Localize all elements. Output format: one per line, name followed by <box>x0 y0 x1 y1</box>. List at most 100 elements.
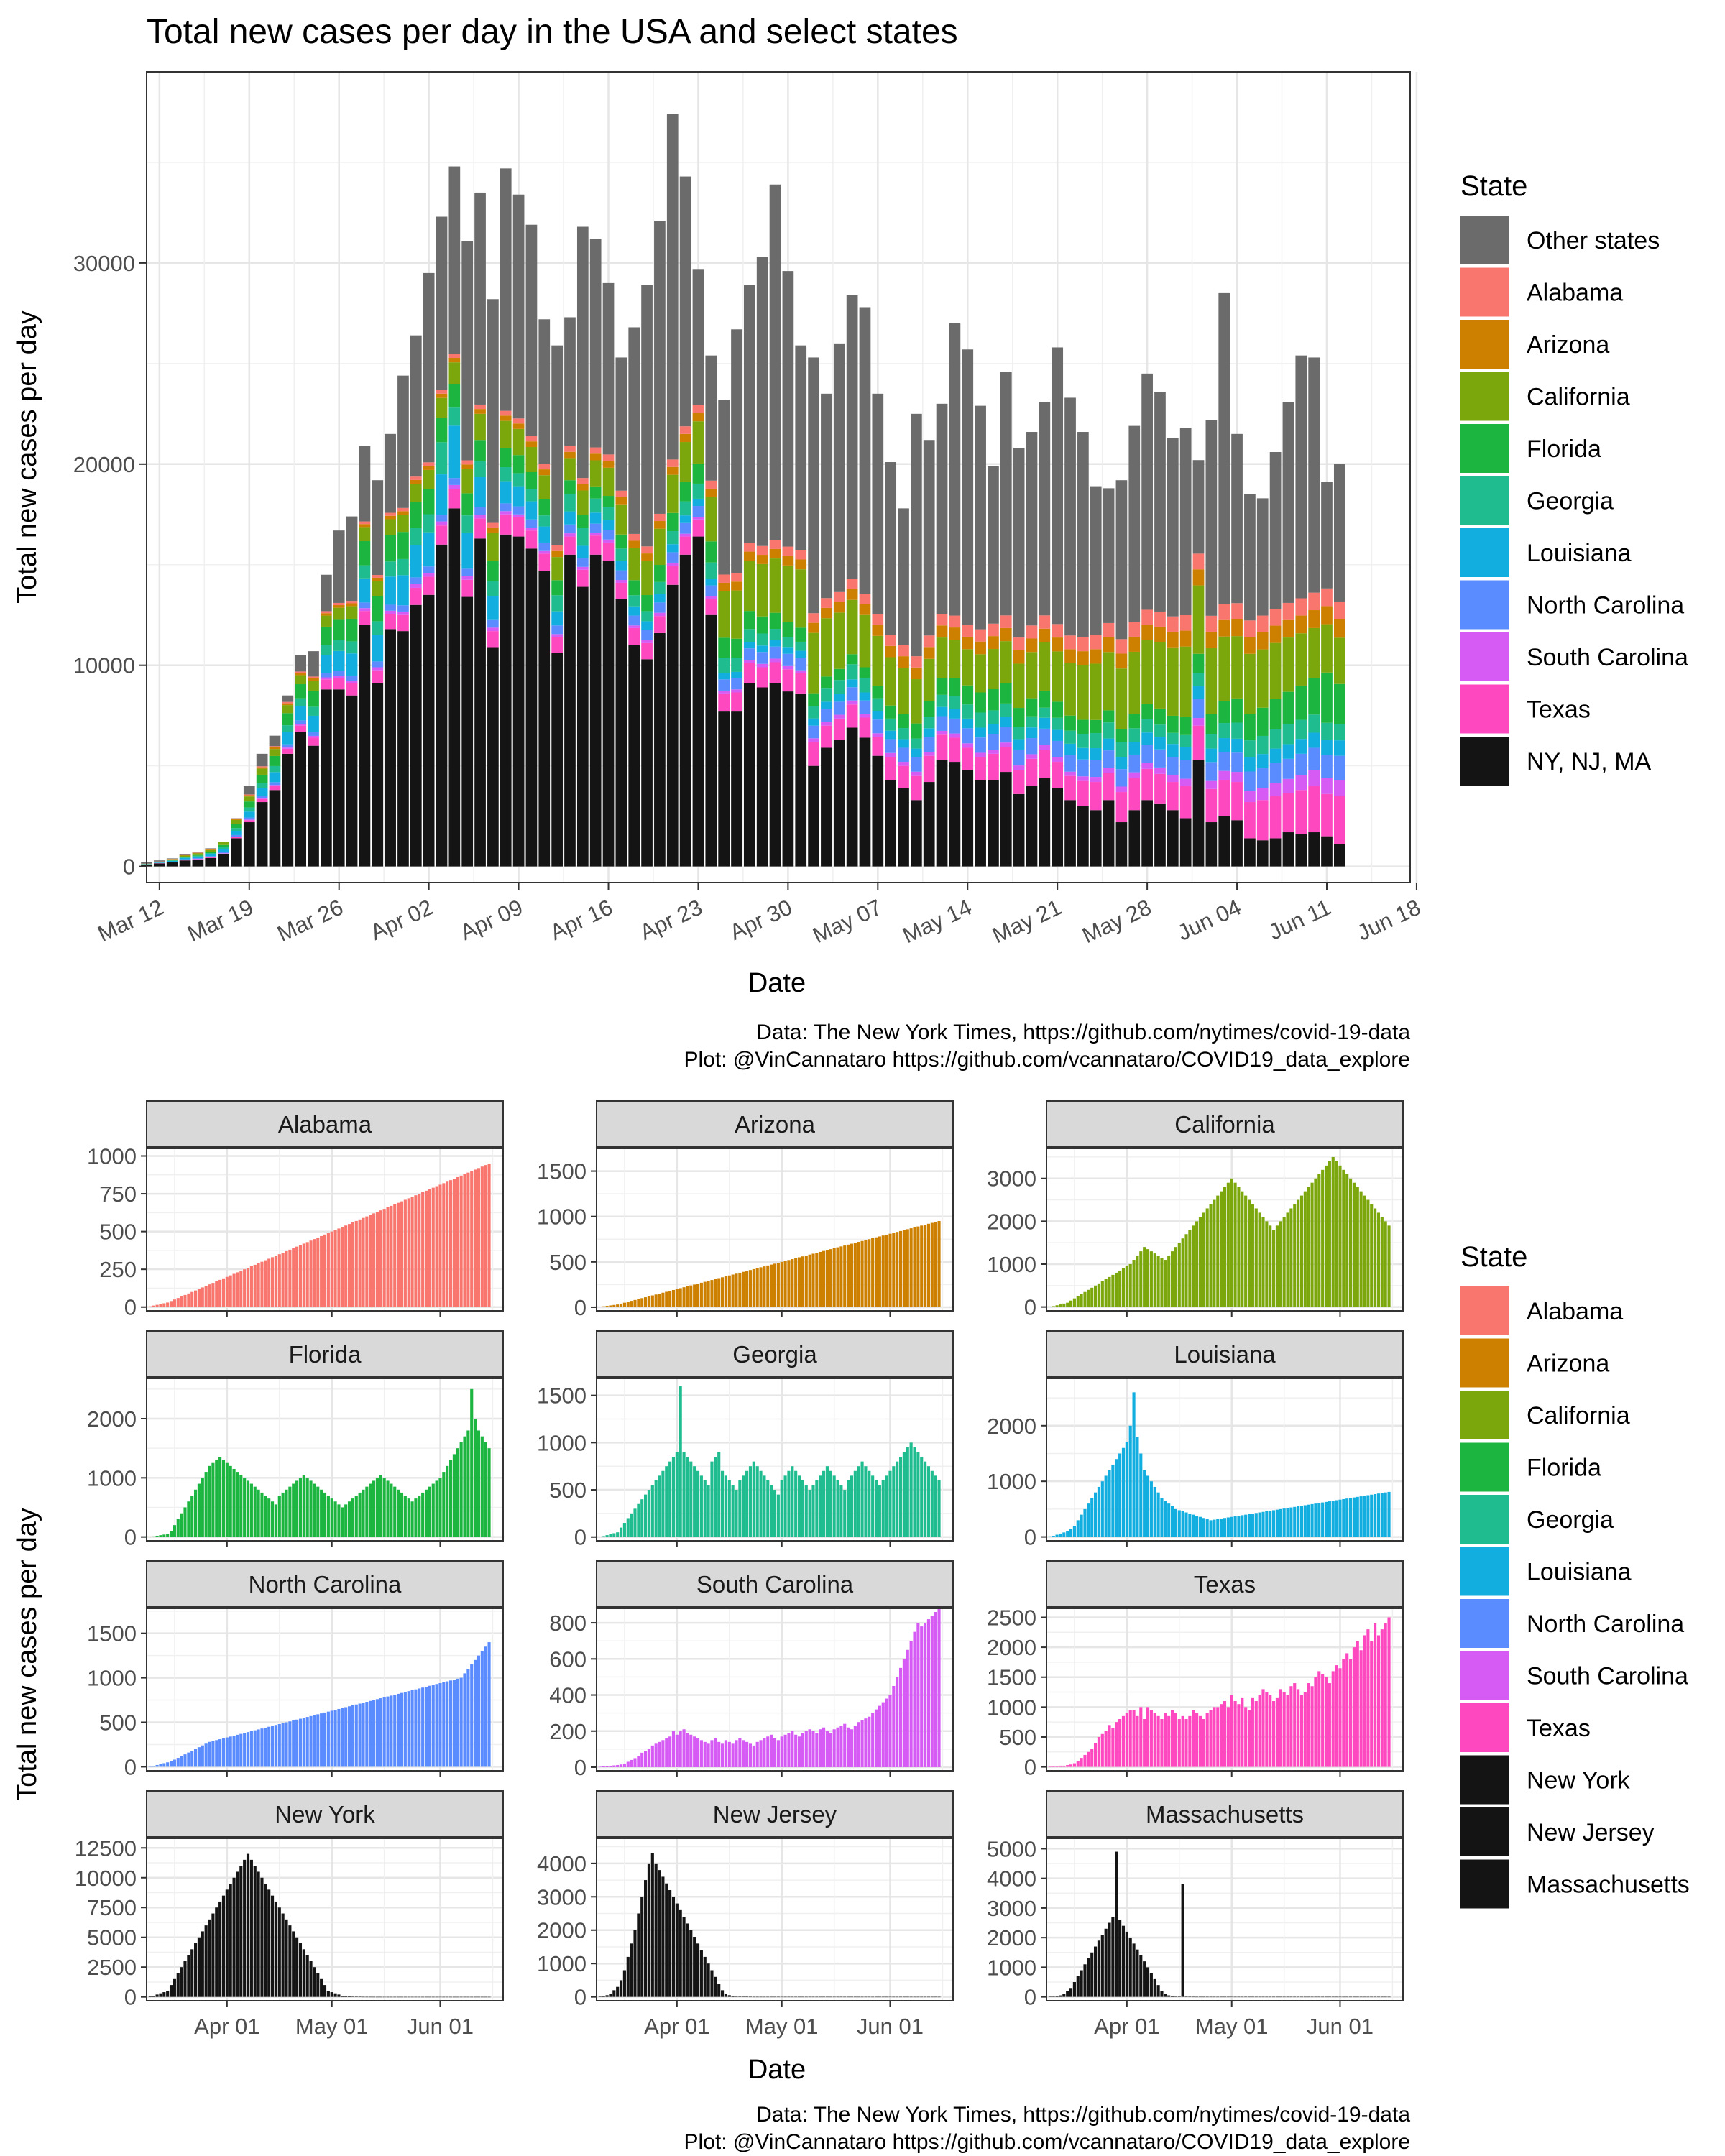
facet-bar-north-carolina <box>225 1737 229 1767</box>
facet-bar-massachusetts <box>1241 1996 1244 1998</box>
facet-bar-georgia <box>671 1457 676 1537</box>
facet-bar-texas <box>1164 1713 1167 1767</box>
facet-bar-alabama <box>410 1197 414 1307</box>
top-bar-arizona <box>846 589 858 600</box>
facet-bar-arizona <box>888 1233 892 1307</box>
facet-bar-south-carolina <box>924 1623 927 1767</box>
top-bar-louisiana <box>911 748 922 757</box>
top-bar-georgia <box>359 565 371 579</box>
top-bar-alabama <box>1000 615 1012 628</box>
facet-bar-louisiana <box>1307 1504 1310 1537</box>
facet-bar-georgia <box>773 1490 777 1537</box>
top-bar-south-carolina <box>1205 780 1218 789</box>
facet-bar-new-york <box>459 1996 463 1998</box>
facet-bar-south-carolina <box>825 1731 829 1767</box>
top-bar-south-carolina <box>385 610 396 614</box>
facet-bar-florida <box>386 1480 390 1537</box>
top-bar-louisiana <box>179 857 191 860</box>
top-bar-louisiana <box>615 561 627 571</box>
top-bar-alabama <box>1013 637 1025 650</box>
top-bar-georgia <box>282 725 294 732</box>
facet-bar-alabama <box>295 1246 299 1307</box>
facet-bar-texas <box>1104 1731 1108 1767</box>
facet-bar-texas <box>1174 1713 1177 1767</box>
top-bar-texas <box>372 670 384 683</box>
facet-bar-south-carolina <box>678 1731 682 1767</box>
top-bar-georgia <box>1090 733 1102 749</box>
facet-bar-massachusetts <box>1080 1970 1083 1997</box>
top-bar-texas <box>243 820 255 823</box>
facet-strip <box>1046 1560 1404 1608</box>
facet-bar-north-carolina <box>438 1683 442 1767</box>
facet-bar-georgia <box>808 1490 811 1537</box>
facet-bar-arizona <box>633 1299 637 1307</box>
top-bar-ny-nj-ma <box>795 693 807 867</box>
facet-bar-massachusetts <box>1223 1996 1227 1998</box>
facet-bar-texas <box>1177 1718 1181 1767</box>
facet-y-tick-label: 600 <box>549 1646 586 1672</box>
top-bar-arizona <box>1244 637 1256 654</box>
facet-bar-new-york <box>148 1996 152 1997</box>
facet-bar-south-carolina <box>748 1743 753 1767</box>
top-bar-louisiana <box>243 811 255 818</box>
facet-bar-texas <box>1128 1710 1132 1767</box>
top-bar-florida <box>1333 683 1346 724</box>
facet-bar-massachusetts <box>1213 1996 1216 1998</box>
facet-bar-north-carolina <box>463 1673 466 1767</box>
facet-bar-new-jersey <box>644 1880 648 1997</box>
top-bar-alabama <box>1154 611 1166 627</box>
top-bar-florida <box>846 654 858 665</box>
facet-bar-south-carolina <box>797 1736 801 1767</box>
top-bar-georgia <box>1269 729 1282 749</box>
top-bar-alabama <box>1321 588 1333 607</box>
facet-bar-georgia <box>605 1535 609 1537</box>
facet-bar-louisiana <box>1139 1453 1143 1537</box>
top-bar-other-states <box>911 413 922 657</box>
top-legend-label-georgia: Georgia <box>1527 488 1614 515</box>
facet-bar-arizona <box>797 1257 801 1307</box>
facet-bar-massachusetts <box>1289 1996 1293 1998</box>
facet-bar-new-jersey <box>868 1996 871 1998</box>
facet-bar-georgia <box>727 1480 731 1537</box>
top-bar-georgia <box>333 640 345 651</box>
top-bar-georgia <box>461 515 474 533</box>
facet-bar-georgia <box>752 1461 755 1537</box>
facet-bar-arizona <box>926 1223 931 1307</box>
top-bar-ny-nj-ma <box>321 689 332 867</box>
facet-bar-louisiana <box>1132 1392 1136 1537</box>
facet-bar-georgia <box>874 1480 878 1537</box>
top-bar-other-states <box>1308 357 1320 593</box>
facet-bar-south-carolina <box>640 1752 644 1767</box>
facet-bar-massachusetts <box>1066 1991 1070 1997</box>
top-bar-california <box>1039 642 1051 691</box>
top-bar-south-carolina <box>576 566 589 570</box>
facet-bar-georgia <box>654 1480 658 1537</box>
top-bar-california <box>1231 636 1243 699</box>
top-bar-other-states <box>795 345 807 550</box>
facet-bar-new-york <box>288 1925 292 1997</box>
top-bar-alabama <box>1192 553 1205 570</box>
top-bar-other-states <box>1179 428 1192 616</box>
facet-bar-alabama <box>330 1231 334 1307</box>
top-bar-louisiana <box>474 477 486 507</box>
facet-bar-south-carolina <box>699 1740 703 1767</box>
top-bar-california <box>666 474 678 513</box>
top-bar-louisiana <box>1179 747 1192 760</box>
facet-bar-georgia <box>829 1470 832 1537</box>
facet-bar-south-carolina <box>696 1738 700 1767</box>
facet-bar-florida <box>292 1483 295 1537</box>
top-bar-georgia <box>833 680 845 694</box>
facet-bar-louisiana <box>1328 1501 1331 1537</box>
facet-bar-new-york <box>232 1877 236 1997</box>
facet-bar-california <box>1321 1169 1325 1307</box>
facet-bar-georgia <box>738 1480 742 1537</box>
top-bar-north-carolina <box>898 747 909 763</box>
facet-bar-south-carolina <box>668 1736 672 1767</box>
facet-y-tick-label: 10000 <box>75 1866 137 1891</box>
facet-bar-florida <box>397 1489 400 1537</box>
facet-bar-massachusetts <box>1348 1996 1353 1998</box>
facet-y-tick-label: 3000 <box>987 1166 1036 1192</box>
facet-bar-arizona <box>658 1294 661 1307</box>
facet-bar-alabama <box>201 1287 204 1307</box>
facet-bar-california <box>1094 1285 1098 1307</box>
